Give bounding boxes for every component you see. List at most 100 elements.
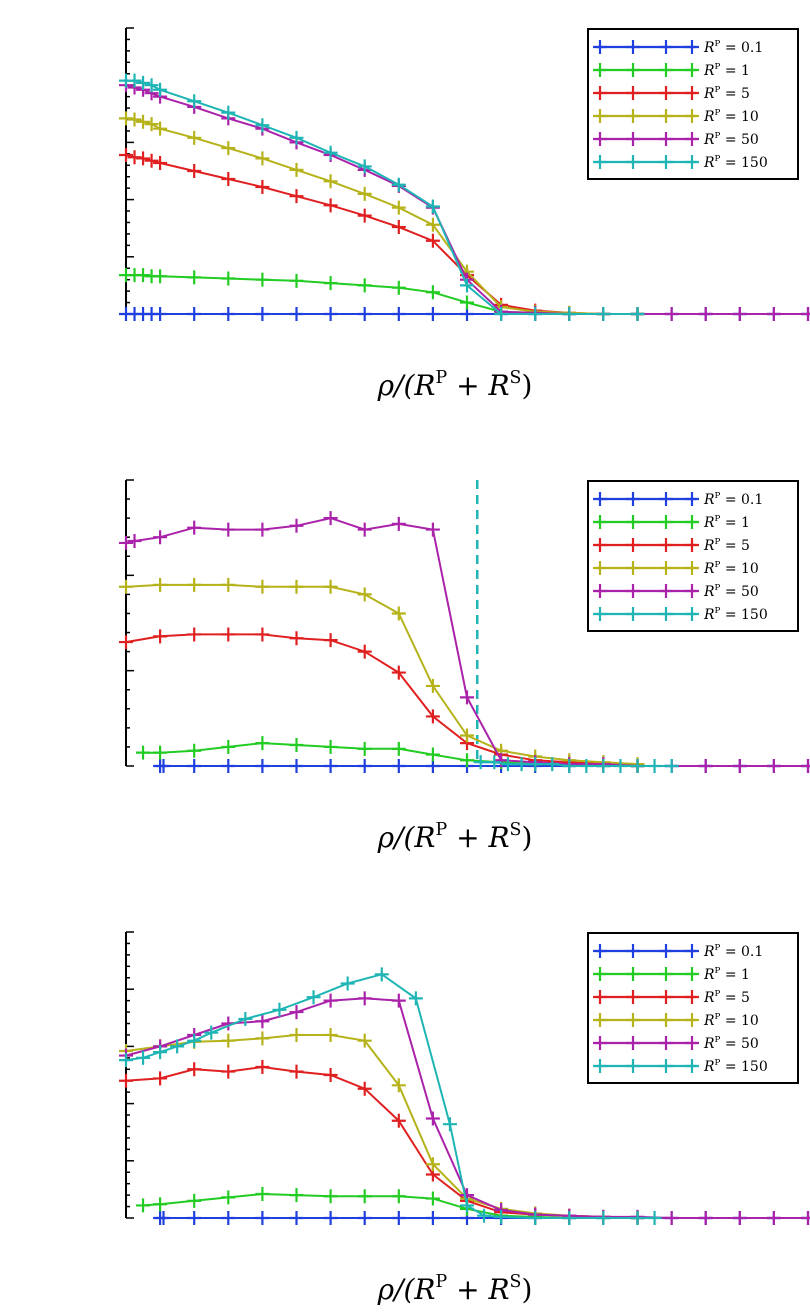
data-point <box>187 577 202 592</box>
series-line <box>125 973 655 1219</box>
text-part: R <box>703 63 715 79</box>
legend-marker <box>685 515 699 529</box>
legend-label: RP = 50 <box>703 131 759 148</box>
legend-marker <box>659 944 673 958</box>
legend-item: RP = 0.1 <box>593 39 763 56</box>
legend-marker <box>659 561 673 575</box>
data-point <box>221 759 236 773</box>
legend-marker <box>593 63 607 77</box>
legend-marker <box>659 515 673 529</box>
data-point <box>391 1113 406 1128</box>
data-point <box>562 1211 577 1225</box>
text-part: P <box>715 1035 721 1045</box>
legend-item: RP = 0.1 <box>593 491 763 508</box>
data-point <box>528 1211 543 1225</box>
legend-marker <box>685 538 699 552</box>
text-part: P <box>436 1272 448 1292</box>
legend-marker <box>659 132 673 146</box>
data-point <box>357 307 372 321</box>
text-part: + R <box>447 821 509 854</box>
text-part: = 150 <box>720 155 767 171</box>
text-part: = 1 <box>720 967 750 983</box>
text-part: R <box>703 515 715 531</box>
data-point <box>221 1190 236 1205</box>
legend-marker <box>626 967 640 981</box>
data-point <box>357 1189 372 1204</box>
data-point <box>391 759 406 773</box>
data-point <box>136 268 151 283</box>
data-point <box>289 1064 304 1079</box>
legend-item: RP = 10 <box>593 108 759 125</box>
text-part: R <box>703 561 715 577</box>
legend-item: RP = 0.1 <box>593 943 763 960</box>
legend-marker <box>659 155 673 169</box>
data-point <box>221 739 236 754</box>
legend-marker <box>626 1059 640 1073</box>
data-point <box>494 307 509 321</box>
data-point <box>187 759 202 773</box>
data-point <box>425 285 440 300</box>
data-point <box>357 644 372 659</box>
data-point <box>289 579 304 594</box>
data-point <box>289 1005 304 1020</box>
legend-marker <box>685 944 699 958</box>
text-part: = 0.1 <box>720 40 763 56</box>
legend-item: RP = 1 <box>593 966 750 983</box>
text-part: P <box>715 583 721 593</box>
data-point <box>357 759 372 773</box>
text-part: = 150 <box>720 607 767 623</box>
data-point <box>289 189 304 204</box>
legend-marker <box>626 63 640 77</box>
data-point <box>801 1211 810 1225</box>
legend-marker <box>659 1059 673 1073</box>
legend-marker <box>659 967 673 981</box>
legend-item: RP = 50 <box>593 131 759 148</box>
data-point <box>487 755 502 770</box>
data-point <box>144 78 159 93</box>
data-point <box>391 280 406 295</box>
data-point <box>153 1071 168 1086</box>
legend-marker <box>593 492 607 506</box>
data-point <box>289 631 304 646</box>
text-part: R <box>703 492 715 508</box>
legend-label: RP = 5 <box>703 537 750 554</box>
data-point <box>255 118 270 133</box>
data-point <box>255 1031 270 1046</box>
legend-label: RP = 10 <box>703 1012 759 1029</box>
data-point <box>119 1053 133 1068</box>
legend-label: RP = 5 <box>703 85 750 102</box>
data-point <box>391 665 406 680</box>
chart-panel-1: ρ/(RP + RS)RP = 0.1RP = 1RP = 5RP = 10RP… <box>119 27 810 402</box>
data-point <box>357 278 372 293</box>
data-point <box>221 577 236 592</box>
data-point <box>221 172 236 187</box>
series-6 <box>119 967 662 1225</box>
data-point <box>323 511 338 526</box>
text-part: = 0.1 <box>720 944 763 960</box>
data-point <box>255 1014 270 1029</box>
data-point <box>647 1211 662 1225</box>
data-point <box>153 577 168 592</box>
text-part: = 0.1 <box>720 492 763 508</box>
legend-marker <box>593 944 607 958</box>
text-part: R <box>703 40 715 56</box>
data-point <box>153 155 168 170</box>
text-part: R <box>703 607 715 623</box>
data-point <box>766 1211 781 1225</box>
data-point <box>630 759 645 773</box>
legend-marker <box>685 967 699 981</box>
data-point <box>732 307 747 321</box>
legend-label: RP = 150 <box>703 1058 768 1075</box>
data-point <box>144 153 159 168</box>
legend-marker <box>626 1013 640 1027</box>
data-point <box>289 1211 304 1225</box>
data-point <box>153 269 168 284</box>
text-part: = 10 <box>720 561 758 577</box>
text-part: + R <box>447 1273 509 1306</box>
legend-item: RP = 1 <box>593 62 750 79</box>
data-point <box>357 208 372 223</box>
data-point <box>255 1059 270 1074</box>
data-point <box>664 307 679 321</box>
data-point <box>153 307 168 321</box>
